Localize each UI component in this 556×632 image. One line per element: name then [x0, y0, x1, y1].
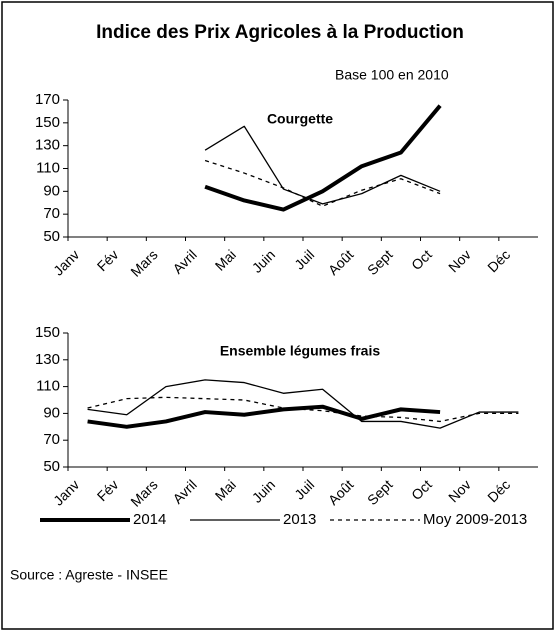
- series-line: [204, 125, 441, 205]
- y-tick-label: 130: [35, 351, 60, 368]
- source: Source : Agreste - INSEE: [10, 567, 168, 583]
- y-tick-label: 150: [35, 114, 60, 131]
- y-tick-label: 150: [35, 324, 60, 341]
- series-line: [87, 396, 519, 423]
- y-tick-label: 110: [36, 159, 60, 176]
- y-tick-label: 170: [35, 91, 60, 108]
- series-line: [87, 404, 441, 429]
- subtitle: Base 100 en 2010: [335, 67, 449, 83]
- y-tick-label: 70: [43, 431, 60, 448]
- legend-label: 2014: [133, 511, 166, 528]
- y-tick-label: 50: [43, 228, 60, 245]
- page-title: Indice des Prix Agricoles à la Productio…: [96, 22, 464, 43]
- y-tick-label: 70: [43, 205, 60, 222]
- y-tick-label: 90: [43, 404, 60, 421]
- y-tick-label: 90: [43, 182, 60, 199]
- series-line: [204, 104, 442, 212]
- legend-label: 2013: [283, 511, 316, 528]
- chart-title: Ensemble légumes frais: [220, 343, 381, 359]
- y-tick-label: 130: [35, 137, 60, 154]
- series-line: [87, 379, 519, 429]
- series-line: [204, 159, 441, 207]
- y-tick-label: 110: [36, 378, 60, 395]
- y-tick-label: 50: [43, 458, 60, 475]
- legend-label: Moy 2009-2013: [423, 511, 527, 528]
- chart-title: Courgette: [267, 111, 333, 127]
